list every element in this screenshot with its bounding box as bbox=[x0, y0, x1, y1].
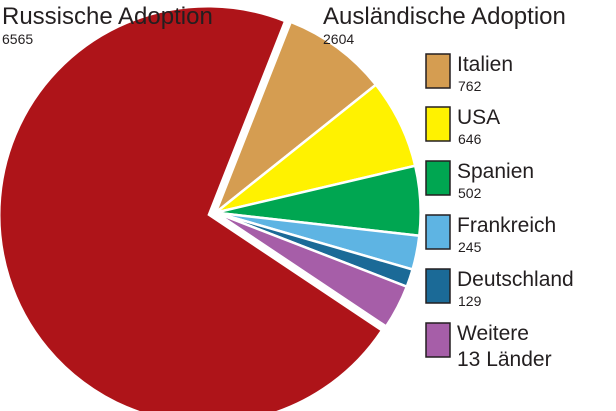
legend-label-5-line2: 13 Länder bbox=[457, 348, 552, 371]
group-total-foreign: 2604 bbox=[323, 31, 354, 47]
pie-slice-italien bbox=[214, 20, 378, 214]
legend-value-2: 502 bbox=[458, 185, 482, 201]
pie-slice-russische-adoption bbox=[0, 6, 382, 411]
legend-value-3: 245 bbox=[458, 239, 482, 255]
legend-swatch-3 bbox=[425, 214, 451, 250]
legend: Italien 762 USA 646 Spanien 502 Frankreich 245 D… bbox=[425, 53, 574, 371]
pie-slice-weitere-13-länder bbox=[214, 211, 409, 328]
legend-swatch-0 bbox=[425, 53, 451, 89]
legend-label-0: Italien bbox=[457, 53, 513, 76]
legend-value-1: 646 bbox=[458, 131, 482, 147]
legend-value-0: 762 bbox=[458, 78, 482, 94]
legend-swatch-4 bbox=[425, 268, 451, 304]
legend-label-1: USA bbox=[457, 106, 500, 129]
group-total-russian: 6565 bbox=[2, 31, 33, 47]
pie-slices bbox=[0, 6, 422, 411]
legend-swatch-1 bbox=[425, 106, 451, 142]
legend-label-4: Deutschland bbox=[457, 268, 574, 291]
group-label-foreign: Ausländische Adoption bbox=[323, 3, 566, 30]
legend-label-5-line1: Weitere bbox=[457, 322, 529, 345]
legend-value-4: 129 bbox=[458, 293, 482, 309]
legend-label-3: Frankreich bbox=[457, 214, 556, 237]
legend-swatch-2 bbox=[425, 160, 451, 196]
group-label-russian: Russische Adoption bbox=[2, 3, 213, 30]
legend-label-2: Spanien bbox=[457, 160, 534, 183]
legend-swatch-5 bbox=[425, 322, 451, 358]
